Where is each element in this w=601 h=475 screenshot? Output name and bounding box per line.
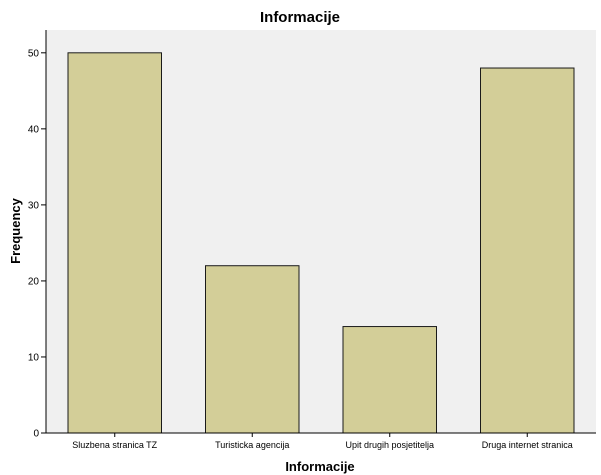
x-tick-label: Sluzbena stranica TZ [72,440,157,450]
x-axis-title: Informacije [285,459,354,474]
bar [342,326,437,434]
y-tick-label: 10 [28,352,40,363]
bar [205,265,300,434]
y-tick-label: 20 [28,276,40,287]
y-tick-label: 30 [28,200,40,211]
bar [67,52,162,434]
y-tick-label: 40 [28,124,40,135]
chart-title: Informacije [260,9,340,26]
x-tick-label: Druga internet stranica [482,440,573,450]
y-tick-label: 0 [33,429,39,440]
y-axis-title: Frequency [8,197,23,264]
x-tick-label: Upit drugih posjetitelja [345,440,434,450]
x-tick-label: Turisticka agencija [215,440,289,450]
bar [480,67,575,434]
y-tick-label: 50 [28,48,40,59]
